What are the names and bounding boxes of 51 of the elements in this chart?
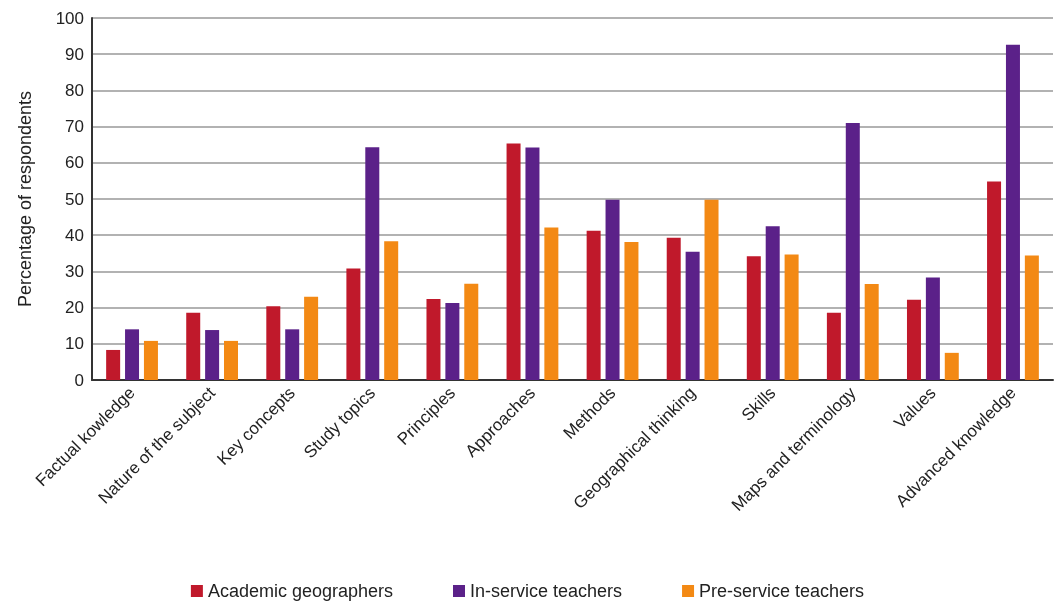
bar — [304, 296, 319, 380]
bar — [106, 349, 121, 380]
bar — [365, 147, 380, 380]
bar — [125, 329, 140, 380]
bar — [1024, 255, 1039, 380]
y-tick-label: 70 — [65, 117, 84, 137]
y-axis-title: Percentage of respondents — [15, 90, 35, 308]
y-tick-label: 100 — [55, 8, 84, 28]
bar — [746, 256, 761, 380]
bar — [224, 340, 239, 380]
bar — [445, 302, 460, 380]
bar — [987, 181, 1002, 380]
bar — [624, 242, 639, 380]
bar — [925, 277, 940, 380]
bar — [845, 122, 860, 380]
bar — [384, 241, 399, 380]
bar — [285, 329, 300, 380]
bar — [544, 227, 559, 380]
bar — [784, 254, 799, 380]
bar — [944, 352, 959, 380]
bar — [666, 237, 681, 380]
bar — [586, 230, 601, 380]
bar — [205, 330, 220, 380]
bar — [906, 299, 921, 380]
y-tick-label: 40 — [65, 225, 84, 245]
y-tick-label: 50 — [65, 189, 84, 209]
y-tick-label: 30 — [65, 261, 84, 281]
bar — [506, 143, 521, 380]
y-tick-label: 80 — [65, 80, 84, 100]
bar — [826, 312, 841, 380]
bar — [266, 306, 281, 380]
bar — [704, 199, 719, 380]
bar — [765, 226, 780, 380]
bar — [186, 312, 201, 380]
bar — [426, 298, 441, 380]
y-tick-label: 90 — [65, 44, 84, 64]
legend-label: Pre-service teachers — [699, 581, 865, 601]
bar — [464, 283, 479, 380]
y-tick-label: 60 — [65, 153, 84, 173]
bar — [143, 340, 158, 380]
bar — [1005, 44, 1020, 380]
legend-label: Academic geographers — [207, 581, 393, 601]
bar — [346, 268, 361, 380]
bar — [605, 199, 620, 380]
y-tick-label: 10 — [65, 334, 84, 354]
bar — [685, 251, 700, 380]
y-tick-label: 20 — [65, 298, 84, 318]
y-tick-label: 0 — [74, 370, 84, 390]
bar — [525, 147, 540, 380]
bar — [864, 284, 879, 380]
legend-label: In-service teachers — [469, 581, 623, 601]
